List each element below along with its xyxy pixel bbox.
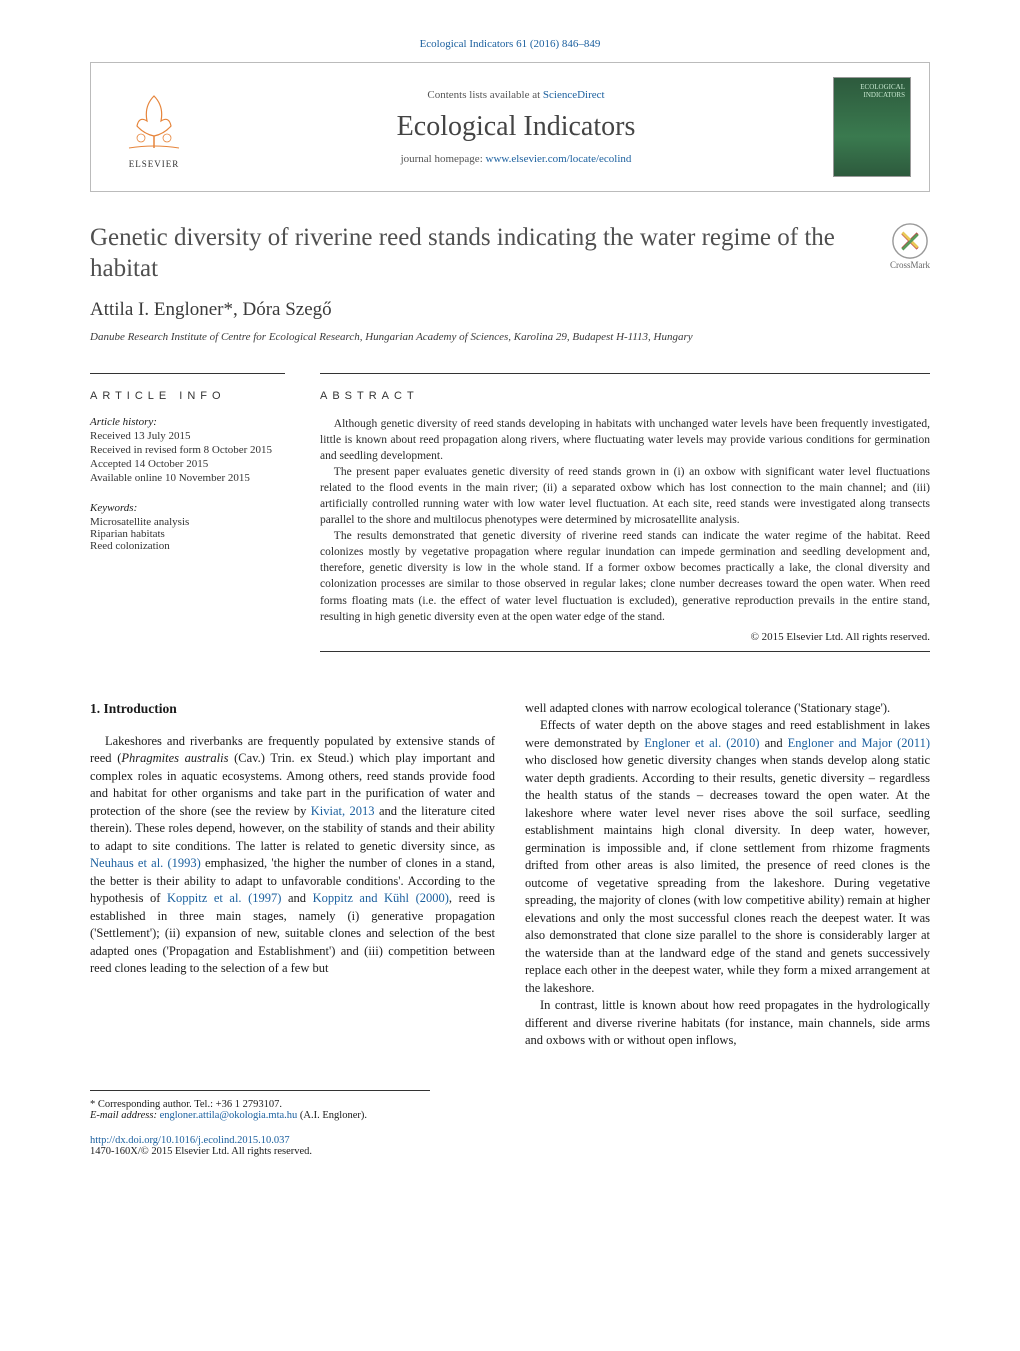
article-title: Genetic diversity of riverine reed stand… (90, 222, 850, 285)
journal-name: Ecological Indicators (219, 111, 813, 143)
affiliation: Danube Research Institute of Centre for … (90, 331, 930, 343)
ref-link[interactable]: Koppitz et al. (1997) (167, 891, 281, 905)
accepted-date: Accepted 14 October 2015 (90, 458, 285, 470)
doi-link[interactable]: http://dx.doi.org/10.1016/j.ecolind.2015… (90, 1135, 290, 1146)
body-columns: 1. Introduction Lakeshores and riverbank… (90, 700, 930, 1050)
crossmark-badge[interactable]: CrossMark (890, 222, 930, 270)
doi-line: http://dx.doi.org/10.1016/j.ecolind.2015… (90, 1135, 930, 1146)
col2-p3: In contrast, little is known about how r… (525, 997, 930, 1050)
column-1: 1. Introduction Lakeshores and riverbank… (90, 700, 495, 1050)
sciencedirect-link[interactable]: ScienceDirect (543, 89, 605, 101)
corresponding-author: * Corresponding author. Tel.: +36 1 2793… (90, 1090, 430, 1121)
intro-p1: Lakeshores and riverbanks are frequently… (90, 733, 495, 978)
contents-available: Contents lists available at ScienceDirec… (219, 89, 813, 101)
abstract: ABSTRACT Although genetic diversity of r… (320, 373, 930, 660)
abstract-copyright: © 2015 Elsevier Ltd. All rights reserved… (320, 631, 930, 643)
issn-copyright: 1470-160X/© 2015 Elsevier Ltd. All right… (90, 1146, 930, 1157)
info-abstract-row: ARTICLE INFO Article history: Received 1… (90, 373, 930, 660)
homepage-link[interactable]: www.elsevier.com/locate/ecolind (486, 153, 632, 165)
authors: Attila I. Engloner*, Dóra Szegő (90, 299, 930, 321)
revised-date: Received in revised form 8 October 2015 (90, 444, 285, 456)
corr-tel: * Corresponding author. Tel.: +36 1 2793… (90, 1099, 430, 1110)
journal-homepage: journal homepage: www.elsevier.com/locat… (219, 153, 813, 165)
keyword: Riparian habitats (90, 528, 285, 540)
crossmark-icon (891, 222, 929, 260)
col2-p2: Effects of water depth on the above stag… (525, 717, 930, 997)
abstract-p3: The results demonstrated that genetic di… (320, 528, 930, 625)
column-2: well adapted clones with narrow ecologic… (525, 700, 930, 1050)
keyword: Microsatellite analysis (90, 516, 285, 528)
elsevier-tree-icon (119, 86, 189, 156)
abstract-header: ABSTRACT (320, 373, 930, 402)
ref-link[interactable]: Kiviat, 2013 (311, 804, 375, 818)
online-date: Available online 10 November 2015 (90, 472, 285, 484)
abstract-p2: The present paper evaluates genetic dive… (320, 464, 930, 528)
email-link[interactable]: engloner.attila@okologia.mta.hu (160, 1110, 298, 1121)
ref-link[interactable]: Neuhaus et al. (1993) (90, 856, 201, 870)
article-info-header: ARTICLE INFO (90, 373, 285, 402)
received-date: Received 13 July 2015 (90, 430, 285, 442)
elsevier-logo: ELSEVIER (109, 80, 199, 175)
article-info: ARTICLE INFO Article history: Received 1… (90, 373, 285, 660)
corr-email-line: E-mail address: engloner.attila@okologia… (90, 1110, 430, 1121)
masthead-center: Contents lists available at ScienceDirec… (219, 89, 813, 165)
journal-cover-thumb: ECOLOGICAL INDICATORS (833, 77, 911, 177)
ref-link[interactable]: Koppitz and Kühl (2000) (313, 891, 449, 905)
title-row: Genetic diversity of riverine reed stand… (90, 222, 930, 285)
elsevier-text: ELSEVIER (129, 159, 180, 169)
history-label: Article history: (90, 416, 285, 428)
col2-p1: well adapted clones with narrow ecologic… (525, 700, 930, 718)
ref-link[interactable]: Engloner et al. (2010) (644, 736, 759, 750)
journal-masthead: ELSEVIER Contents lists available at Sci… (90, 62, 930, 192)
keywords-label: Keywords: (90, 502, 285, 514)
citation-header: Ecological Indicators 61 (2016) 846–849 (0, 0, 1020, 62)
keyword: Reed colonization (90, 540, 285, 552)
abstract-p1: Although genetic diversity of reed stand… (320, 416, 930, 464)
ref-link[interactable]: Engloner and Major (2011) (788, 736, 930, 750)
intro-header: 1. Introduction (90, 700, 495, 719)
